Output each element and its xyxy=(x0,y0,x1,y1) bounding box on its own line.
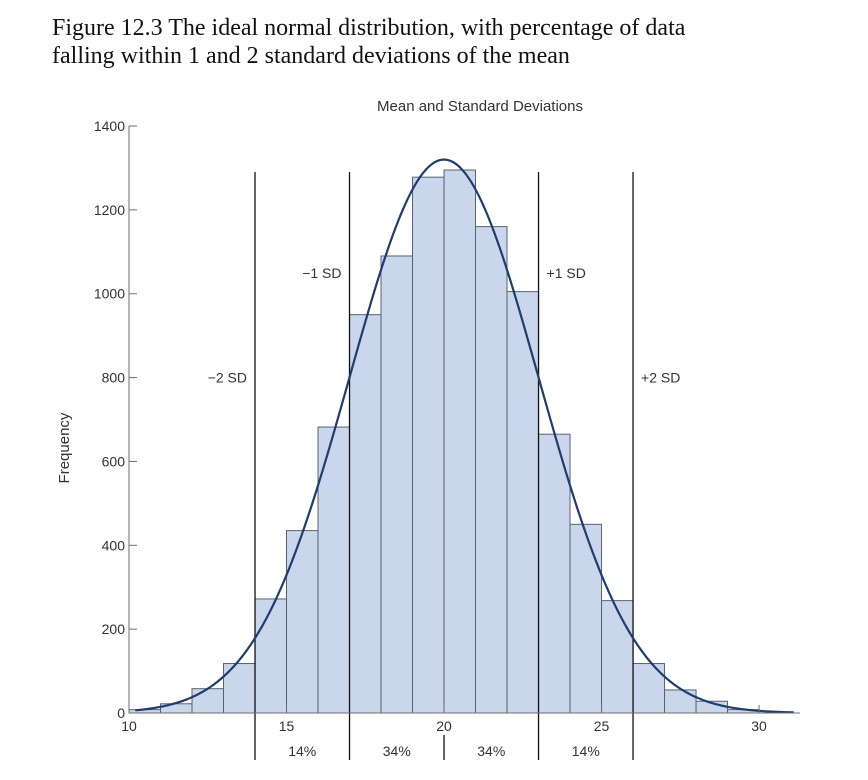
y-tick-label-2: 400 xyxy=(102,537,126,553)
normal-curve xyxy=(135,158,794,714)
histogram-bar-13 xyxy=(538,433,571,714)
chart-title: Mean and Standard Deviations xyxy=(377,98,583,115)
sd-label-1: −1 SD xyxy=(302,265,341,281)
histogram-bar-17 xyxy=(664,689,697,714)
histogram-bar-14 xyxy=(569,523,603,714)
y-tick-label-4: 800 xyxy=(102,370,126,386)
bars-layer xyxy=(128,169,760,714)
x-tick-label-1: 15 xyxy=(279,718,295,734)
sd-label-2: +1 SD xyxy=(547,265,586,281)
y-tick-label-5: 1000 xyxy=(94,286,125,302)
percent-label-2: 34% xyxy=(477,743,505,759)
percent-label-1: 34% xyxy=(383,743,411,759)
figure-title: Figure 12.3 The ideal normal distributio… xyxy=(52,14,832,70)
histogram-bar-2 xyxy=(191,688,225,714)
histogram-bar-6 xyxy=(317,426,351,714)
histogram-bar-7 xyxy=(349,314,382,714)
x-tick-label-0: 10 xyxy=(121,718,137,734)
axes-layer: 0 200 400 600 800 1000 1200 1400 10 15 20 25 30 xyxy=(94,118,800,734)
y-tick-label-0: 0 xyxy=(117,705,125,721)
y-tick-label-1: 200 xyxy=(102,621,126,637)
x-tick-label-2: 20 xyxy=(436,718,452,734)
histogram-bar-9 xyxy=(412,176,445,714)
histogram-bar-8 xyxy=(380,255,414,714)
x-tick-label-3: 25 xyxy=(594,718,610,734)
sd-label-0: −2 SD xyxy=(208,370,247,386)
figure-title-line-1: Figure 12.3 The ideal normal distributio… xyxy=(52,15,686,41)
figure-title-line-2: falling within 1 and 2 standard deviatio… xyxy=(52,43,570,69)
sd-lines-layer: −2 SD −1 SD +1 SD +2 SD xyxy=(208,172,680,760)
histogram-bar-10 xyxy=(443,169,477,714)
x-tick-label-4: 30 xyxy=(751,718,767,734)
histogram-bar-12 xyxy=(506,291,540,714)
histogram-bar-4 xyxy=(254,598,288,714)
y-tick-label-3: 600 xyxy=(102,453,126,469)
y-axis-label: Frequency xyxy=(56,412,73,483)
y-tick-label-7: 1400 xyxy=(94,118,125,134)
labels-layer: 14% 34% 34% 14% xyxy=(288,743,600,759)
y-tick-label-6: 1200 xyxy=(94,202,125,218)
histogram-bar-11 xyxy=(475,226,508,714)
curve-layer xyxy=(135,158,794,714)
sd-label-3: +2 SD xyxy=(641,370,680,386)
percent-label-3: 14% xyxy=(572,743,600,759)
histogram-bar-15 xyxy=(601,600,634,714)
percent-label-0: 14% xyxy=(288,743,316,759)
histogram-bar-5 xyxy=(286,530,319,714)
